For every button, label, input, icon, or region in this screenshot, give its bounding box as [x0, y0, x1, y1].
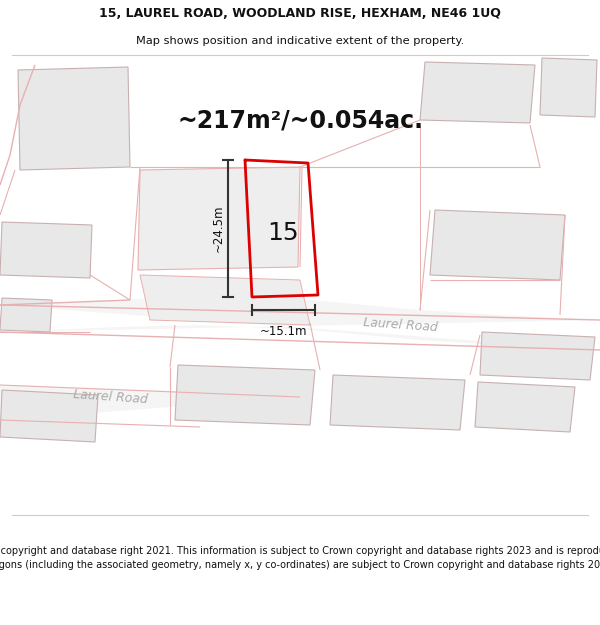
Text: ~24.5m: ~24.5m — [212, 205, 224, 252]
Polygon shape — [0, 385, 300, 420]
Text: 15, LAUREL ROAD, WOODLAND RISE, HEXHAM, NE46 1UQ: 15, LAUREL ROAD, WOODLAND RISE, HEXHAM, … — [99, 8, 501, 20]
Text: ~15.1m: ~15.1m — [260, 325, 307, 338]
Polygon shape — [330, 375, 465, 430]
Polygon shape — [480, 332, 595, 380]
Text: Laurel Road: Laurel Road — [362, 316, 437, 334]
Polygon shape — [0, 390, 98, 442]
Text: ~217m²/~0.054ac.: ~217m²/~0.054ac. — [177, 108, 423, 132]
Polygon shape — [0, 295, 600, 350]
Polygon shape — [0, 298, 52, 332]
Polygon shape — [430, 210, 565, 280]
Polygon shape — [420, 62, 535, 123]
Polygon shape — [540, 58, 597, 117]
Polygon shape — [18, 67, 130, 170]
Text: Map shows position and indicative extent of the property.: Map shows position and indicative extent… — [136, 36, 464, 46]
Polygon shape — [475, 382, 575, 432]
Text: Contains OS data © Crown copyright and database right 2021. This information is : Contains OS data © Crown copyright and d… — [0, 546, 600, 584]
Polygon shape — [140, 275, 310, 325]
Polygon shape — [138, 167, 300, 270]
Text: 15: 15 — [267, 221, 299, 245]
Text: Laurel Road: Laurel Road — [73, 388, 148, 406]
Polygon shape — [175, 365, 315, 425]
Polygon shape — [0, 222, 92, 278]
